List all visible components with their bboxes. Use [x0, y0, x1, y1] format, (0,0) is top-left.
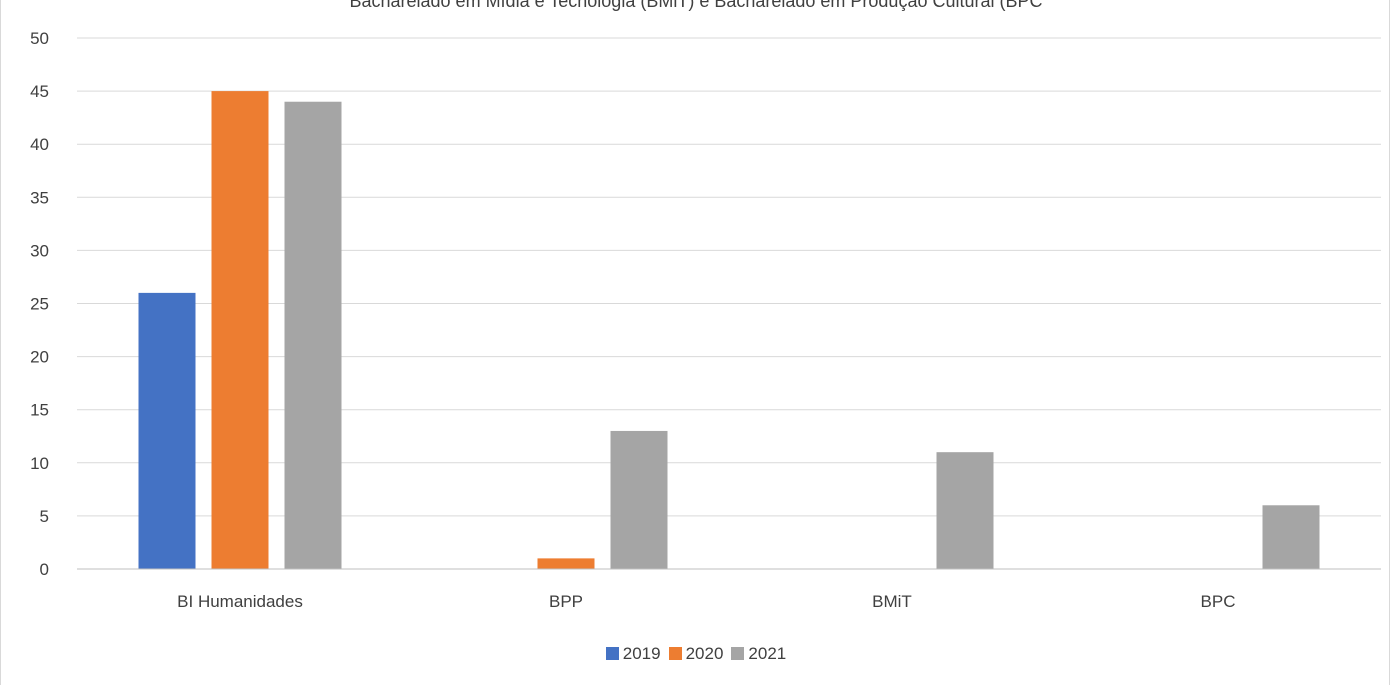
x-tick-label: BMiT: [872, 592, 912, 611]
legend: 2019 2020 2021: [1, 643, 1390, 665]
legend-item-2021: 2021: [731, 643, 786, 665]
y-tick-label: 25: [30, 295, 49, 314]
y-tick-label: 40: [30, 135, 49, 154]
bar-2020-bpp: [537, 558, 595, 569]
y-tick-label: 10: [30, 454, 49, 473]
x-tick-label: BI Humanidades: [177, 592, 303, 611]
legend-label: 2021: [748, 644, 787, 663]
chart-title: Bacharelado em Mídia e Tecnologia (BMiT)…: [349, 0, 1043, 11]
bar-2021-bpc: [1262, 505, 1320, 569]
y-tick-label: 45: [30, 82, 49, 101]
y-tick-label: 50: [30, 29, 49, 48]
y-tick-label: 30: [30, 241, 49, 260]
y-tick-label: 20: [30, 348, 49, 367]
legend-swatch: [731, 647, 745, 660]
legend-swatch: [668, 647, 682, 660]
legend-item-2020: 2020: [668, 643, 724, 665]
bar-2019-bi-humanidades: [138, 292, 196, 569]
bar-2020-bi-humanidades: [211, 91, 269, 569]
x-tick-label: BPC: [1201, 592, 1236, 611]
bar-2021-bpp: [610, 430, 668, 569]
y-tick-label: 0: [40, 560, 49, 579]
legend-item-2019: 2019: [605, 643, 661, 665]
bar-2021-bi-humanidades: [284, 101, 342, 569]
y-tick-label: 35: [30, 188, 49, 207]
legend-swatch: [605, 647, 619, 660]
y-tick-label: 15: [30, 401, 49, 420]
bar-2021-bmit: [936, 452, 994, 569]
x-tick-label: BPP: [549, 592, 583, 611]
legend-label: 2020: [685, 644, 724, 663]
legend-label: 2019: [622, 644, 661, 663]
y-tick-label: 5: [40, 507, 49, 526]
